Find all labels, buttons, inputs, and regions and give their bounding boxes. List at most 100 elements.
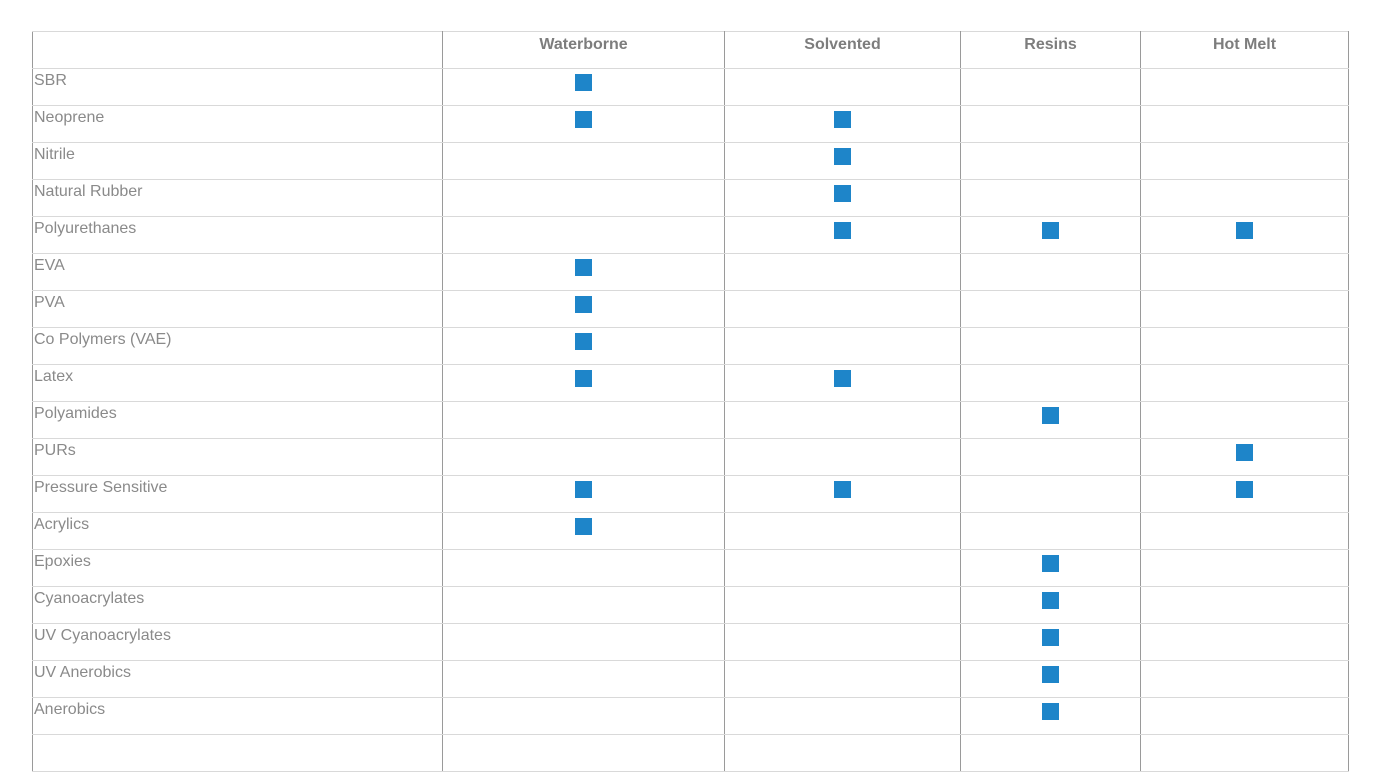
header-solvented: Solvented <box>724 31 961 69</box>
cell-hot-melt <box>1140 364 1349 402</box>
cell-waterborne <box>442 586 725 624</box>
cell-waterborne <box>442 290 725 328</box>
square-marker-icon <box>575 518 592 535</box>
table-row: PVA <box>32 290 1349 328</box>
cell-solvented <box>724 327 961 365</box>
table-row: UV Cyanoacrylates <box>32 623 1349 661</box>
table-row: Polyamides <box>32 401 1349 439</box>
cell-solvented <box>724 438 961 476</box>
cell-solvented <box>724 586 961 624</box>
table-row: EVA <box>32 253 1349 291</box>
cell-solvented <box>724 401 961 439</box>
row-label: EVA <box>32 253 443 291</box>
table-row: PURs <box>32 438 1349 476</box>
square-marker-icon <box>834 111 851 128</box>
cell-hot-melt <box>1140 105 1349 143</box>
cell-resins <box>960 216 1141 254</box>
cell-waterborne <box>442 216 725 254</box>
cell-waterborne <box>442 68 725 106</box>
square-marker-icon <box>1042 555 1059 572</box>
cell-waterborne <box>442 549 725 587</box>
cell-resins <box>960 253 1141 291</box>
square-marker-icon <box>575 74 592 91</box>
cell-waterborne <box>442 253 725 291</box>
cell-waterborne <box>442 734 725 772</box>
square-marker-icon <box>834 481 851 498</box>
cell-solvented <box>724 549 961 587</box>
cell-solvented <box>724 179 961 217</box>
cell-solvented <box>724 68 961 106</box>
cell-resins <box>960 734 1141 772</box>
table-row: Acrylics <box>32 512 1349 550</box>
cell-resins <box>960 401 1141 439</box>
table-row: Polyurethanes <box>32 216 1349 254</box>
square-marker-icon <box>575 370 592 387</box>
row-label <box>32 734 443 772</box>
header-waterborne: Waterborne <box>442 31 725 69</box>
row-label: PURs <box>32 438 443 476</box>
cell-hot-melt <box>1140 142 1349 180</box>
cell-hot-melt <box>1140 549 1349 587</box>
cell-resins <box>960 179 1141 217</box>
square-marker-icon <box>1236 222 1253 239</box>
cell-waterborne <box>442 623 725 661</box>
table-row: Latex <box>32 364 1349 402</box>
cell-hot-melt <box>1140 216 1349 254</box>
cell-solvented <box>724 623 961 661</box>
cell-hot-melt <box>1140 290 1349 328</box>
cell-hot-melt <box>1140 734 1349 772</box>
cell-hot-melt <box>1140 512 1349 550</box>
cell-resins <box>960 105 1141 143</box>
cell-solvented <box>724 660 961 698</box>
cell-waterborne <box>442 438 725 476</box>
table-row: Neoprene <box>32 105 1349 143</box>
cell-resins <box>960 475 1141 513</box>
row-label: Polyurethanes <box>32 216 443 254</box>
square-marker-icon <box>575 259 592 276</box>
table-row: UV Anerobics <box>32 660 1349 698</box>
cell-resins <box>960 586 1141 624</box>
square-marker-icon <box>575 481 592 498</box>
table-row: Anerobics <box>32 697 1349 735</box>
cell-hot-melt <box>1140 697 1349 735</box>
header-resins: Resins <box>960 31 1141 69</box>
cell-hot-melt <box>1140 253 1349 291</box>
cell-resins <box>960 68 1141 106</box>
cell-solvented <box>724 364 961 402</box>
header-row: Waterborne Solvented Resins Hot Melt <box>32 31 1349 69</box>
square-marker-icon <box>1042 407 1059 424</box>
table-row <box>32 734 1349 772</box>
square-marker-icon <box>834 370 851 387</box>
row-label: Nitrile <box>32 142 443 180</box>
table-row: Nitrile <box>32 142 1349 180</box>
cell-waterborne <box>442 105 725 143</box>
square-marker-icon <box>834 185 851 202</box>
table-row: Pressure Sensitive <box>32 475 1349 513</box>
square-marker-icon <box>575 296 592 313</box>
row-label: Anerobics <box>32 697 443 735</box>
cell-waterborne <box>442 179 725 217</box>
square-marker-icon <box>1236 481 1253 498</box>
square-marker-icon <box>1042 222 1059 239</box>
row-label: Polyamides <box>32 401 443 439</box>
cell-solvented <box>724 142 961 180</box>
square-marker-icon <box>1042 703 1059 720</box>
cell-waterborne <box>442 142 725 180</box>
table-row: Cyanoacrylates <box>32 586 1349 624</box>
cell-resins <box>960 697 1141 735</box>
cell-resins <box>960 512 1141 550</box>
row-label: UV Cyanoacrylates <box>32 623 443 661</box>
cell-resins <box>960 660 1141 698</box>
square-marker-icon <box>575 333 592 350</box>
table-header: Waterborne Solvented Resins Hot Melt <box>32 31 1349 69</box>
cell-waterborne <box>442 401 725 439</box>
square-marker-icon <box>1042 629 1059 646</box>
cell-resins <box>960 623 1141 661</box>
table-row: SBR <box>32 68 1349 106</box>
cell-resins <box>960 438 1141 476</box>
cell-waterborne <box>442 327 725 365</box>
cell-hot-melt <box>1140 438 1349 476</box>
table-row: Epoxies <box>32 549 1349 587</box>
square-marker-icon <box>834 148 851 165</box>
cell-solvented <box>724 697 961 735</box>
